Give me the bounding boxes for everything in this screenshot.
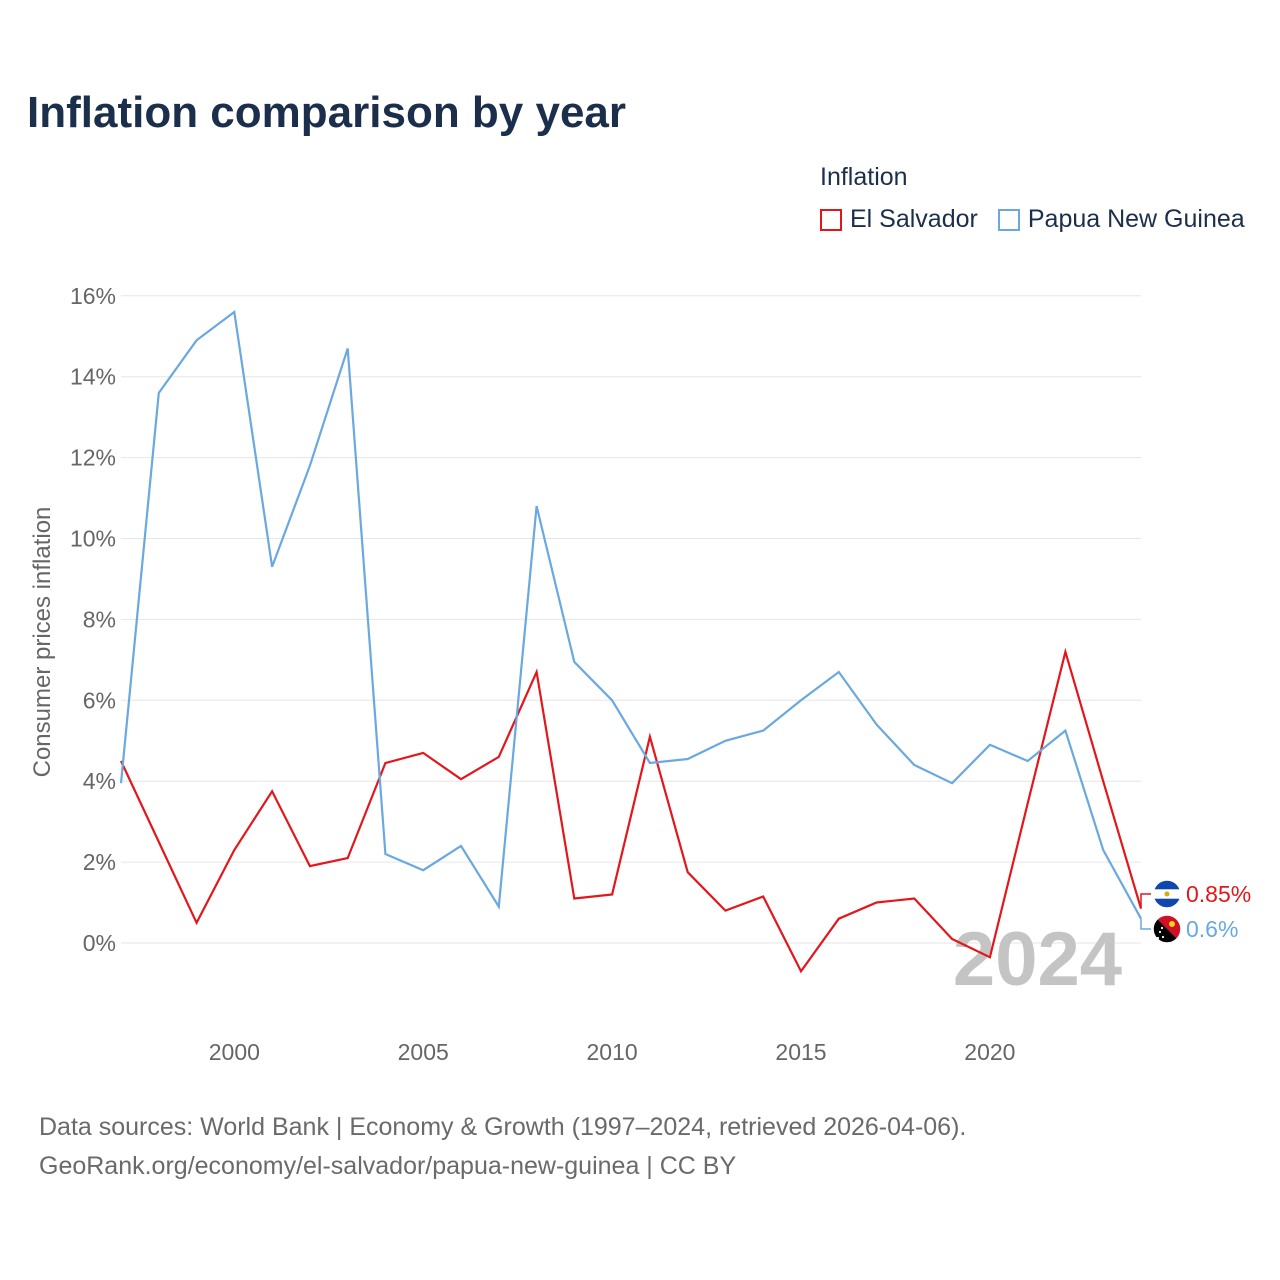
- legend: El Salvador Papua New Guinea: [820, 205, 1265, 234]
- el-salvador-flag-icon: [1152, 879, 1182, 909]
- y-tick-label: 6%: [83, 687, 116, 713]
- y-axis-label: Consumer prices inflation: [29, 507, 56, 778]
- x-tick-label: 2015: [775, 1039, 826, 1065]
- series-line-papua-new-guinea[interactable]: [119, 310, 1142, 920]
- legend-item-el-salvador[interactable]: El Salvador: [820, 205, 978, 234]
- y-tick-label: 2%: [83, 849, 116, 875]
- source-link[interactable]: GeoRank.org/economy/el-salvador/papua-ne…: [39, 1152, 737, 1180]
- x-tick-label: 2020: [964, 1039, 1015, 1065]
- y-tick-label: 10%: [70, 526, 116, 552]
- x-tick-label: 2000: [209, 1039, 260, 1065]
- y-tick-label: 16%: [70, 283, 116, 309]
- y-tick-label: 0%: [83, 930, 116, 956]
- legend-title: Inflation: [820, 163, 908, 191]
- x-tick-label: 2010: [587, 1039, 638, 1065]
- footer: Data sources: World Bank | Economy & Gro…: [39, 1108, 966, 1186]
- chart-title: Inflation comparison by year: [27, 88, 627, 137]
- el-salvador-swatch-icon: [820, 208, 842, 231]
- y-tick-label: 8%: [83, 606, 116, 632]
- x-tick-label: 2005: [398, 1039, 449, 1065]
- y-tick-label: 4%: [83, 768, 116, 794]
- el-salvador-end-value: 0.85%: [1186, 881, 1251, 907]
- series-line-el-salvador[interactable]: [120, 647, 1143, 974]
- legend-item-papua-new-guinea[interactable]: Papua New Guinea: [997, 205, 1245, 234]
- el-salvador-connector: [1140, 893, 1151, 909]
- year-watermark: 2024: [953, 917, 1122, 1002]
- legend-label-el-salvador: El Salvador: [850, 205, 978, 233]
- line-chart: 0% 2% 4% 6% 8% 10% 12% 14% 16% 2000 2005 2010 2015 2…: [29, 283, 1251, 1065]
- y-tick-label: 12%: [70, 445, 116, 471]
- papua-new-guinea-end-value: 0.6%: [1186, 916, 1238, 942]
- y-tick-label: 14%: [70, 364, 116, 390]
- papua-new-guinea-swatch-icon: [997, 208, 1020, 231]
- data-source-text: Data sources: World Bank | Economy & Gro…: [39, 1113, 967, 1141]
- papua-new-guinea-flag-icon: [1152, 914, 1182, 944]
- legend-label-papua-new-guinea: Papua New Guinea: [1027, 205, 1245, 233]
- papua-new-guinea-connector: [1140, 918, 1151, 930]
